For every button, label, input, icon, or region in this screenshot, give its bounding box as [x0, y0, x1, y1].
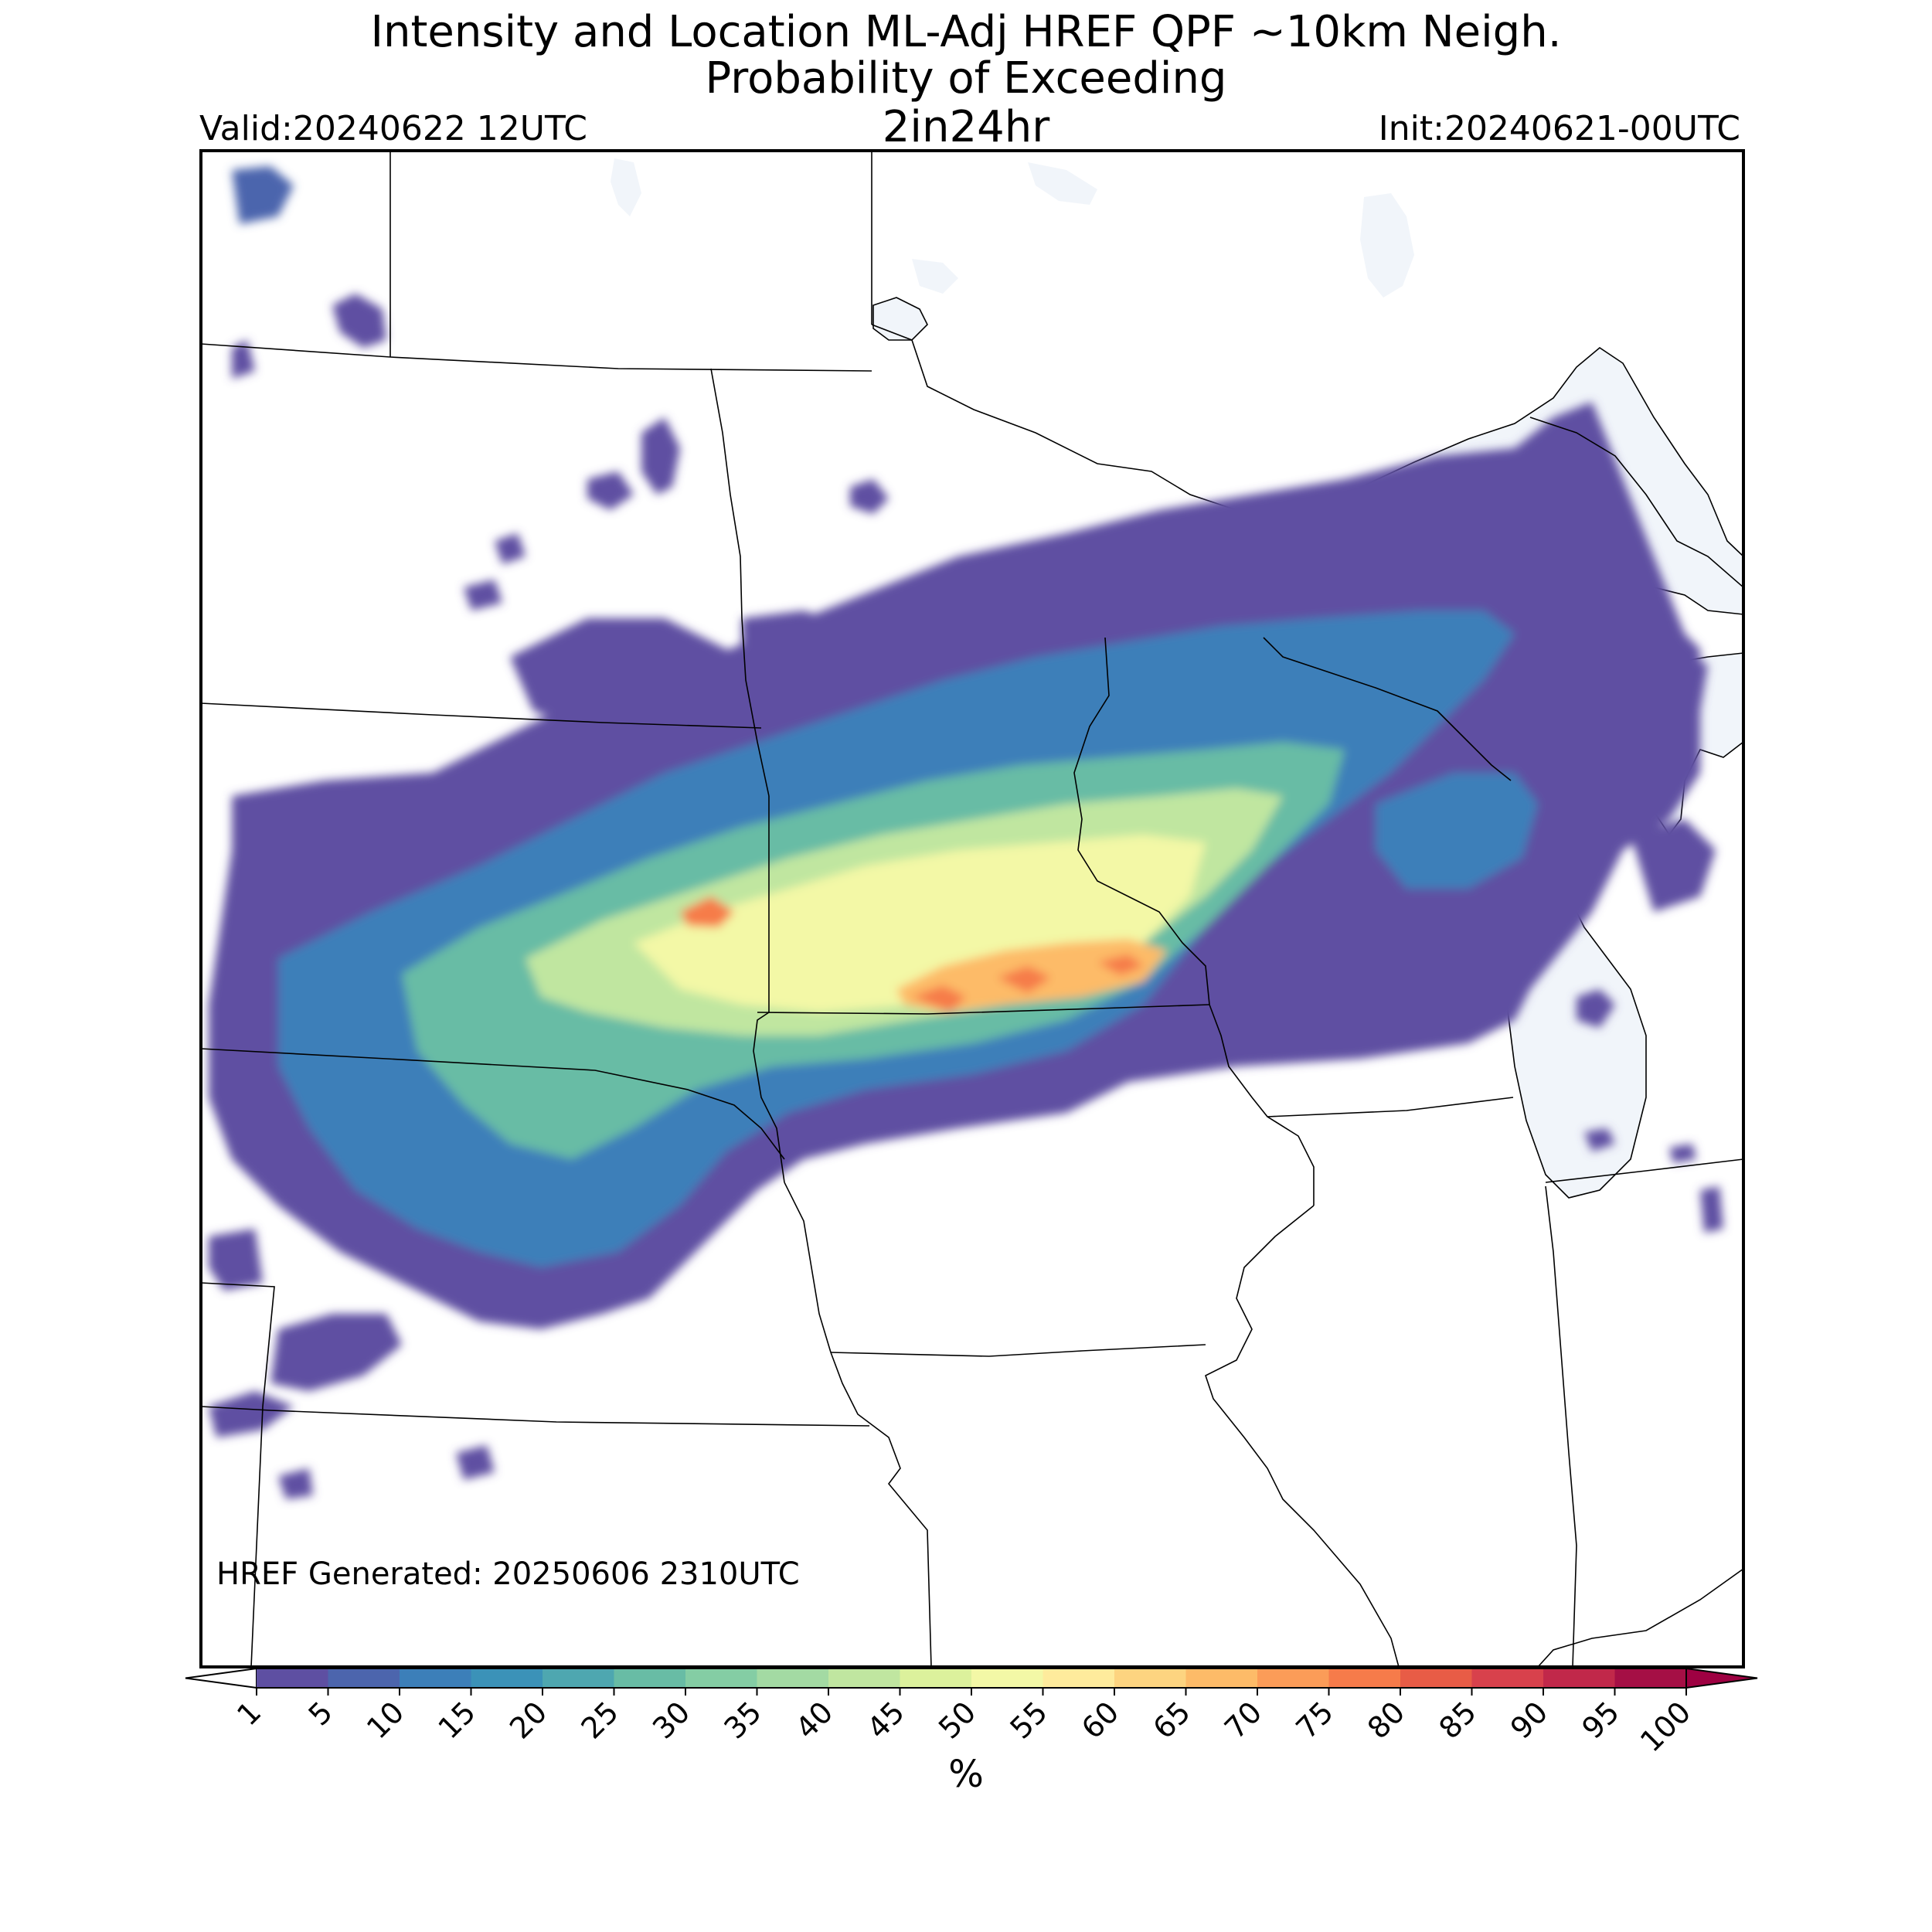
- colorbar-tick-label: 100: [1634, 1695, 1697, 1758]
- canada-lake-1: [1360, 193, 1414, 298]
- colorbar-swatches: [185, 1667, 1758, 1689]
- lake-of-the-woods: [873, 298, 927, 340]
- colorbar-tick-label: 35: [718, 1695, 768, 1745]
- colorbar-swatch: [971, 1668, 1043, 1688]
- colorbar-tick-label: 80: [1361, 1695, 1411, 1745]
- title-line-1: Intensity and Location ML-Adj HREF QPF ~…: [370, 7, 1562, 57]
- colorbar-swatch: [1614, 1668, 1687, 1688]
- border-sd-ne: [201, 1048, 785, 1160]
- colorbar-tick-label: 40: [789, 1695, 839, 1745]
- colorbar-tick-label: 50: [932, 1695, 982, 1745]
- colorbar-swatch: [328, 1668, 400, 1688]
- title-line-2: Probability of Exceeding: [705, 53, 1227, 104]
- colorbar-tick-label: 1: [230, 1695, 267, 1732]
- border-wi-il: [1267, 1097, 1514, 1117]
- border-co-ne: [201, 1282, 275, 1667]
- colorbar-unit-label: %: [948, 1753, 984, 1796]
- colorbar-tick-label: 5: [302, 1695, 339, 1732]
- colorbar-swatch: [828, 1668, 900, 1688]
- border-mn-ia: [757, 1004, 1210, 1015]
- colorbar-swatch: [1471, 1668, 1544, 1688]
- colorbar-tick-label: 20: [503, 1695, 553, 1745]
- colorbar-tick-label: 55: [1004, 1695, 1054, 1745]
- colorbar-tick-label: 25: [575, 1695, 625, 1745]
- border-wi-mi-up: [1263, 637, 1512, 781]
- border-ne-ks: [201, 1406, 870, 1427]
- colorbar-tick-label: 85: [1433, 1695, 1483, 1745]
- colorbar-tick-label: 90: [1504, 1695, 1554, 1745]
- colorbar-tick-label: 45: [861, 1695, 911, 1745]
- border-ia-il: [1205, 1205, 1400, 1667]
- border-canada-lat49: [201, 343, 872, 372]
- colorbar-ticks: 1 5 10 15 20 25 30 35 40 45 50 55 60 65 70 75 80 85 90 95 10…: [230, 1688, 1697, 1759]
- probability-field: [209, 166, 1723, 1499]
- colorbar-swatch: [1328, 1668, 1401, 1688]
- colorbar-tick-label: 30: [646, 1695, 696, 1745]
- lake-of-the-woods-shore: [872, 297, 928, 341]
- canada-lake-2: [611, 158, 641, 216]
- border-nd-mn: [710, 368, 770, 797]
- border-sd-mn: [753, 796, 785, 1183]
- border-il-in: [1545, 1185, 1577, 1667]
- colorbar-tick-label: 10: [360, 1695, 410, 1745]
- canada-lake-3: [1028, 162, 1097, 205]
- colorbar-swatch: [257, 1668, 328, 1688]
- init-time-label: Init:20240621-00UTC: [1378, 109, 1740, 148]
- colorbar-swatch: [400, 1668, 471, 1688]
- colorbar-tick-label: 95: [1576, 1695, 1626, 1745]
- colorbar-swatch: [757, 1668, 829, 1688]
- colorbar-tick-label: 75: [1290, 1695, 1340, 1745]
- colorbar-swatch: [1114, 1668, 1186, 1688]
- valid-time-label: Valid:20240622 12UTC: [199, 109, 588, 148]
- colorbar-swatch: [1257, 1668, 1329, 1688]
- border-nd-sd: [201, 702, 762, 729]
- colorbar-swatch: [614, 1668, 686, 1688]
- border-ia-mo: [830, 1344, 1206, 1357]
- colorbar-swatch: [685, 1668, 757, 1688]
- colorbar-under-extend: [185, 1667, 257, 1689]
- lake-erie-shore: [1537, 1568, 1743, 1667]
- colorbar-swatch: [1043, 1668, 1115, 1688]
- threshold-label: 2in24hr: [882, 102, 1050, 152]
- colorbar-tick-label: 65: [1147, 1695, 1197, 1745]
- colorbar-swatch: [900, 1668, 972, 1688]
- colorbar-swatch: [1400, 1668, 1472, 1688]
- colorbar-swatch: [471, 1668, 543, 1688]
- colorbar-swatch: [1543, 1668, 1615, 1688]
- generated-note: HREF Generated: 20250606 2310UTC: [216, 1556, 800, 1592]
- colorbar-over-extend: [1685, 1667, 1758, 1689]
- map-frame: [199, 149, 1745, 1668]
- border-ia-west: [784, 1182, 832, 1353]
- border-canada-ne: [1529, 417, 1743, 588]
- border-in-mi: [1545, 1158, 1743, 1183]
- colorbar-tick-label: 70: [1218, 1695, 1268, 1745]
- colorbar-swatch: [543, 1668, 614, 1688]
- colorbar-tick-label: 15: [432, 1695, 482, 1745]
- colorbar-tick-label: 60: [1075, 1695, 1125, 1745]
- border-ne-mo: [830, 1352, 932, 1667]
- colorbar-swatch: [1185, 1668, 1258, 1688]
- canada-lake-4: [912, 259, 958, 294]
